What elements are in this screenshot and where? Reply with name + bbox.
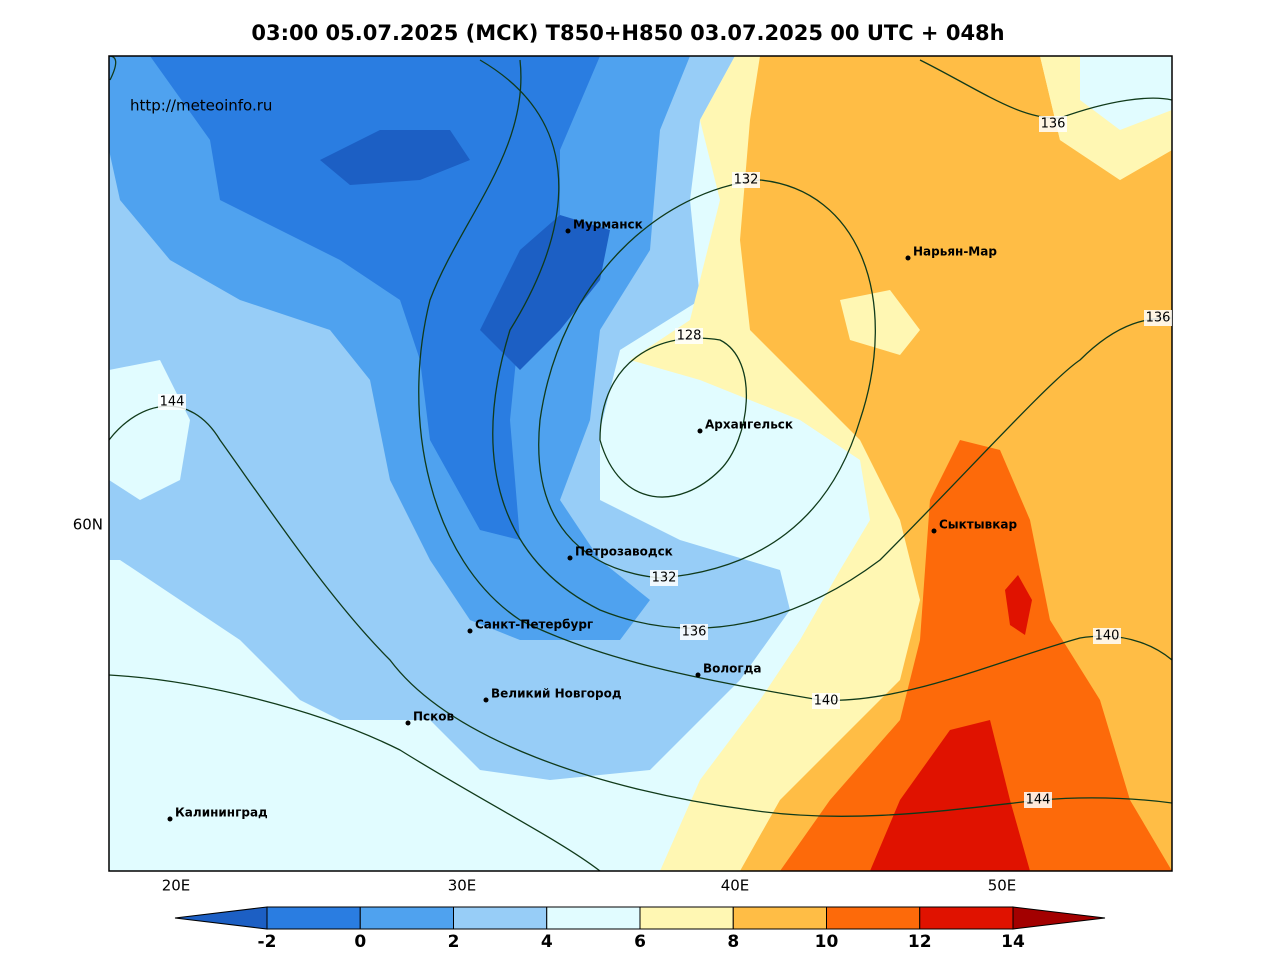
colorbar-tick-label: 0 <box>354 932 366 952</box>
isoline-label-bg <box>812 693 840 709</box>
overlay: Мурманск Нарьян-Мар Архангельск Сыктывкар Пе… <box>158 116 1172 822</box>
city-dot <box>567 555 573 561</box>
lon-label: 40E <box>721 877 750 895</box>
isoline-label: 144 <box>160 395 185 410</box>
temp-region <box>840 56 1172 355</box>
city-dot <box>695 672 701 678</box>
city-label: Мурманск <box>573 218 643 232</box>
city-dot <box>467 628 473 634</box>
city-label: Санкт-Петербург <box>475 618 593 632</box>
city-dot <box>931 528 937 534</box>
colorbar-tick-label: -2 <box>258 932 277 952</box>
watermark: http://meteoinfo.ru <box>130 97 272 115</box>
isoline-label-bg <box>675 328 703 344</box>
isoline-label: 140 <box>1095 629 1120 644</box>
temp-region <box>1080 56 1172 130</box>
colorbar-tick-label: 4 <box>541 932 553 952</box>
colorbar-tick-label: 14 <box>1001 932 1025 952</box>
isoline-label: 140 <box>814 694 839 709</box>
field <box>109 56 1172 871</box>
isoline-label-bg <box>1024 792 1052 808</box>
isoline-label-bg <box>680 624 708 640</box>
city-dot <box>565 228 571 234</box>
title: 03:00 05.07.2025 (МСК) T850+H850 03.07.2… <box>251 21 1004 45</box>
colorbar: -2 0 2 4 6 8 10 12 14 <box>174 906 1106 952</box>
city-dot <box>697 428 703 434</box>
isoline-label-bg <box>1039 116 1067 132</box>
isoline-label-bg <box>1144 310 1172 326</box>
colorbar-arrow <box>1012 906 1106 930</box>
map-frame <box>108 55 1173 872</box>
city-dot <box>483 697 489 703</box>
isoline-label-bg <box>732 172 760 188</box>
temp-region <box>320 130 610 370</box>
city-label: Петрозаводск <box>575 545 673 559</box>
colorbar-bin <box>639 906 734 930</box>
lon-label: 50E <box>988 877 1017 895</box>
city-dot <box>405 720 411 726</box>
isoline-label-bg <box>650 570 678 586</box>
colorbar-bin <box>546 906 641 930</box>
colorbar-bin <box>266 906 361 930</box>
colorbar-tick-label: 2 <box>448 932 460 952</box>
city-label: Нарьян-Мар <box>913 245 997 259</box>
isoline-label: 132 <box>652 571 677 586</box>
temp-region <box>150 56 600 540</box>
temp-region <box>780 440 1172 871</box>
colorbar-tick-label: 6 <box>634 932 646 952</box>
city-label: Архангельск <box>705 418 793 432</box>
colorbar-bin <box>826 906 921 930</box>
colorbar-tick-label: 10 <box>815 932 839 952</box>
lat-label: 60N <box>73 516 103 534</box>
isoline-label-bg <box>158 394 186 410</box>
city-label: Вологда <box>703 662 761 676</box>
isoline-label: 136 <box>1146 311 1171 326</box>
isoline-label-bg <box>1093 628 1121 644</box>
city-label: Псков <box>413 710 455 724</box>
lon-label: 30E <box>448 877 477 895</box>
isoline-label: 136 <box>1041 117 1066 132</box>
colorbar-tick-label: 12 <box>908 932 932 952</box>
city-dot <box>167 816 173 822</box>
isoline-label: 132 <box>734 173 759 188</box>
city-label: Сыктывкар <box>939 518 1017 532</box>
temp-region <box>870 575 1032 871</box>
city-label: Калининград <box>175 806 268 820</box>
isoline-label: 144 <box>1026 793 1051 808</box>
colorbar-tick-label: 8 <box>727 932 739 952</box>
city-dot <box>905 255 911 261</box>
colorbar-bin <box>732 906 827 930</box>
isoline-label: 128 <box>677 329 702 344</box>
colorbar-bin <box>359 906 454 930</box>
isoline-label: 136 <box>682 625 707 640</box>
lon-label: 20E <box>162 877 191 895</box>
colorbar-bin <box>919 906 1014 930</box>
city-label: Великий Новгород <box>491 687 622 701</box>
colorbar-bin <box>453 906 548 930</box>
